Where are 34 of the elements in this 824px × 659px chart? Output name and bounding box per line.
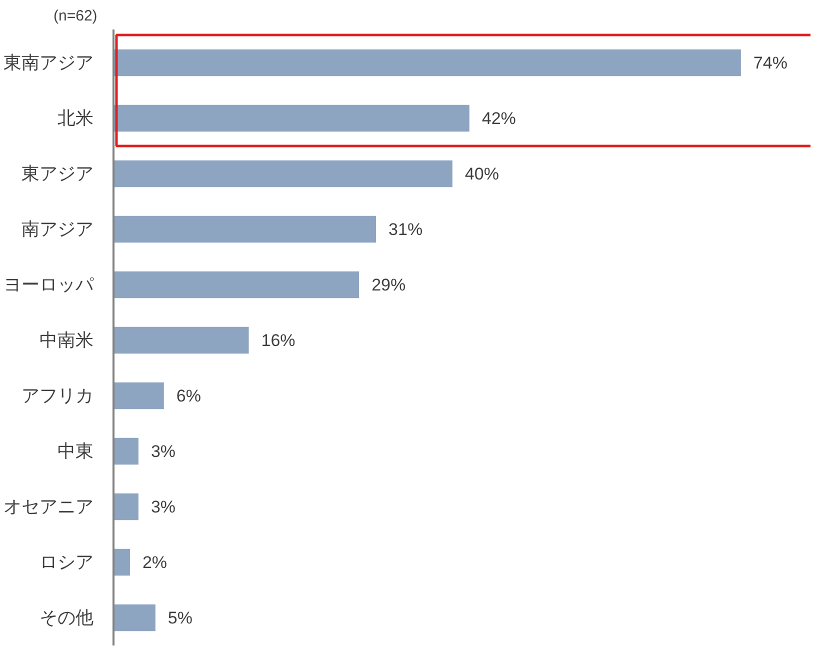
bar bbox=[114, 381, 165, 410]
y-tick-label: その他 bbox=[40, 607, 94, 628]
bar bbox=[114, 603, 156, 632]
data-label: 2% bbox=[142, 552, 168, 572]
bar bbox=[114, 48, 742, 78]
y-tick-label: 東南アジア bbox=[4, 52, 94, 74]
y-tick-label: ヨーロッパ bbox=[4, 274, 94, 296]
bar bbox=[114, 436, 140, 466]
y-tick-label: 中南米 bbox=[40, 330, 94, 351]
data-label: 3% bbox=[150, 442, 176, 461]
data-label: 16% bbox=[261, 330, 296, 350]
data-label: 40% bbox=[464, 164, 499, 184]
chart-title: (n=62) bbox=[54, 8, 98, 24]
data-label: 3% bbox=[150, 497, 176, 516]
data-label: 74% bbox=[753, 53, 788, 72]
data-label: 5% bbox=[168, 608, 193, 628]
bar bbox=[114, 548, 131, 577]
bar bbox=[114, 492, 140, 522]
data-label: 6% bbox=[176, 386, 201, 406]
y-tick-label: ロシア bbox=[40, 552, 94, 573]
y-tick-label: アフリカ bbox=[22, 385, 94, 406]
bar bbox=[114, 214, 378, 244]
bar bbox=[114, 326, 250, 355]
data-label: 42% bbox=[482, 108, 516, 128]
y-tick-label: 南アジア bbox=[22, 218, 94, 240]
y-tick-label: 中東 bbox=[58, 440, 94, 462]
bar bbox=[114, 159, 454, 188]
data-label: 29% bbox=[372, 275, 406, 294]
bar bbox=[114, 270, 360, 300]
data-label: 31% bbox=[388, 220, 423, 239]
bar bbox=[114, 104, 470, 133]
y-tick-label: 北米 bbox=[58, 108, 94, 129]
y-tick-label: 東アジア bbox=[22, 163, 94, 184]
y-tick-label: オセアニア bbox=[4, 496, 94, 518]
